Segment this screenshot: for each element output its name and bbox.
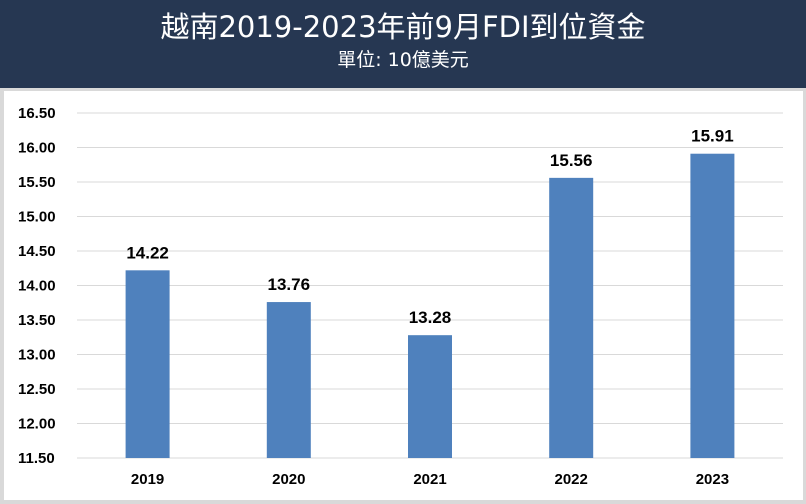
bar — [266, 302, 311, 458]
y-tick-label: 14.50 — [18, 243, 56, 260]
data-label: 15.56 — [550, 151, 593, 170]
x-tick-label: 2020 — [272, 471, 305, 488]
bar — [690, 153, 735, 458]
data-label: 13.28 — [409, 308, 452, 327]
x-tick-label: 2023 — [696, 471, 729, 488]
chart-subtitle: 單位: 10億美元 — [337, 49, 469, 71]
data-label: 14.22 — [126, 243, 169, 262]
y-tick-label: 13.50 — [18, 312, 56, 329]
y-tick-label: 16.00 — [18, 140, 56, 157]
data-label: 13.76 — [268, 275, 311, 294]
chart-title: 越南2019-2023年前9月FDI到位資金 — [160, 10, 646, 44]
y-tick-label: 15.50 — [18, 174, 56, 191]
bar — [125, 270, 170, 458]
bar — [549, 177, 594, 459]
y-tick-label: 12.00 — [18, 416, 56, 433]
y-tick-label: 13.00 — [18, 347, 56, 364]
x-tick-label: 2022 — [555, 471, 588, 488]
y-tick-label: 14.00 — [18, 278, 56, 295]
y-tick-label: 16.50 — [18, 105, 56, 122]
data-label: 15.91 — [691, 127, 734, 146]
y-tick-label: 11.50 — [18, 450, 55, 467]
chart-header: 越南2019-2023年前9月FDI到位資金 單位: 10億美元 — [0, 0, 806, 88]
x-tick-label: 2021 — [413, 471, 446, 488]
y-tick-label: 12.50 — [18, 381, 56, 398]
bar — [408, 335, 452, 458]
x-tick-label: 2019 — [131, 471, 164, 488]
y-tick-label: 15.00 — [18, 209, 56, 226]
